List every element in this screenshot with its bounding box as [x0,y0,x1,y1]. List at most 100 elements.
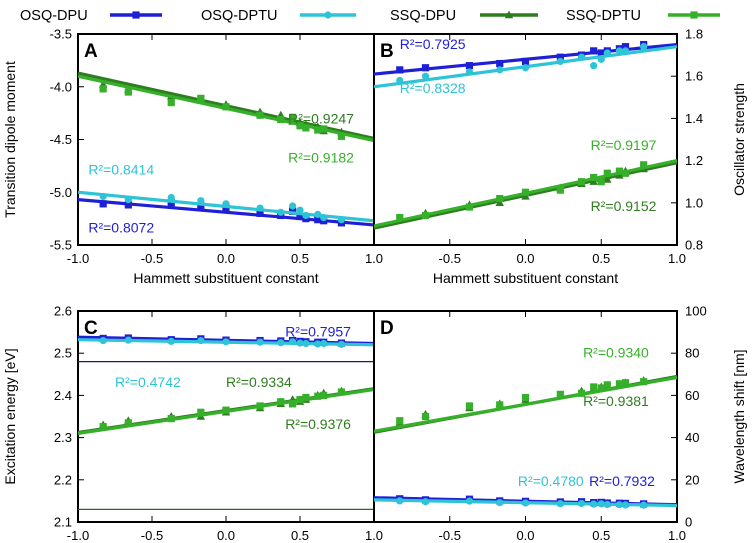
data-point [640,378,648,386]
r-squared-label: R²=0.9381 [583,393,649,409]
data-point [256,338,264,346]
data-point [320,213,328,222]
r-squared-label: R²=0.4742 [115,374,181,390]
data-point [615,380,624,388]
panel-letter: A [84,41,98,62]
data-point [421,412,430,421]
data-point [590,47,598,55]
x-tick-label: 0.5 [291,251,309,266]
data-point [289,113,297,121]
data-point [197,408,205,416]
data-point [590,62,598,70]
y-tick-label: 2.4 [54,388,72,403]
data-point [465,402,474,410]
data-point [99,423,107,431]
data-point [421,64,430,72]
r-squared-label: R²=0.7925 [400,36,466,52]
data-point [396,66,404,74]
data-point [124,419,132,427]
r-squared-label: R²=0.9152 [591,198,657,214]
y-tick-label: 1.8 [685,27,703,42]
x-tick-label: 0.5 [291,528,309,543]
data-point [621,47,630,55]
y-tick-label: 60 [685,388,699,403]
panel-frame [373,310,678,523]
data-point [302,393,310,402]
legend-label-osq-dptu: OSQ-DPTU [201,8,278,24]
data-point [640,43,648,51]
data-point [222,103,230,111]
data-point [296,339,304,347]
data-point [496,59,504,68]
y-tick-label: 1.0 [685,195,703,210]
y-tick-label: 80 [685,346,699,361]
plot-area [374,40,677,230]
data-point [496,66,504,74]
data-point [396,213,404,222]
series-osq-dptu [78,336,374,348]
data-point [337,216,346,224]
data-point [465,68,474,76]
data-point [99,336,107,345]
data-point [597,49,605,57]
plot-area [374,374,677,509]
data-point [296,206,304,214]
r-squared-label: R²=0.9340 [583,344,649,360]
y-tick-label: 1.6 [685,69,703,84]
data-point [590,500,598,508]
r-squared-label: R²=0.9376 [285,416,351,432]
legend: OSQ-DPU OSQ-DPTU SSQ-DPU SSQ-DPTU [20,8,720,24]
y-axis-label: Wavelength shift [nm] [731,349,747,483]
y-tick-label: 2.5 [54,346,72,361]
data-point [421,72,430,80]
series-osq-dptu [78,190,374,224]
data-point [615,47,624,55]
data-point [289,207,297,215]
data-point [396,417,404,425]
data-point [99,200,107,208]
r-squared-label: R²=0.8072 [88,219,154,235]
y-ticks: 1.8 1.6 1.4 1.2 1.0 0.8 [671,27,703,253]
y-tick-label: 2.2 [54,472,72,487]
data-point [277,115,285,124]
data-point [597,55,605,63]
data-point [222,406,230,414]
data-point [521,188,530,196]
y-ticks: 2.6 2.5 2.4 2.3 2.2 2.1 [54,304,84,530]
panel-letter: D [380,318,394,339]
data-point [289,400,297,408]
data-point [337,388,346,396]
data-point [302,211,310,220]
data-point [556,186,564,194]
series-osq-dptu [374,43,677,89]
data-point [167,193,175,202]
data-point [124,196,132,204]
x-tick-label: 0.0 [217,251,235,266]
data-point [277,208,285,216]
data-point [521,393,530,402]
data-point [603,169,611,177]
data-point [597,500,605,508]
data-point [222,200,230,208]
x-tick-label: -0.5 [141,528,163,543]
data-point [621,43,630,51]
data-point [603,500,611,509]
r-squared-label: R²=0.8328 [400,80,466,96]
data-point [577,178,586,186]
legend-label-ssq-dpu: SSQ-DPU [390,8,456,24]
data-point [640,161,648,169]
y-axis-label: Transition dipole moment [2,61,18,218]
data-point [197,94,205,102]
r-squared-label: R²=0.9197 [591,137,657,153]
panel-b: -0.5 0.0 0.5 1.0 Hammett substituent constan… [373,27,747,286]
y-tick-label: 1.2 [685,153,703,168]
x-tick-label: 0.0 [516,528,534,543]
r-squared-label: R²=0.9334 [226,374,292,390]
y-tick-label: -4.5 [50,132,72,147]
x-ticks: -1.0 -0.5 0.0 0.5 1.0 [67,34,383,266]
data-point [621,379,630,387]
data-point [556,390,564,398]
y-tick-label: 2.3 [54,430,72,445]
